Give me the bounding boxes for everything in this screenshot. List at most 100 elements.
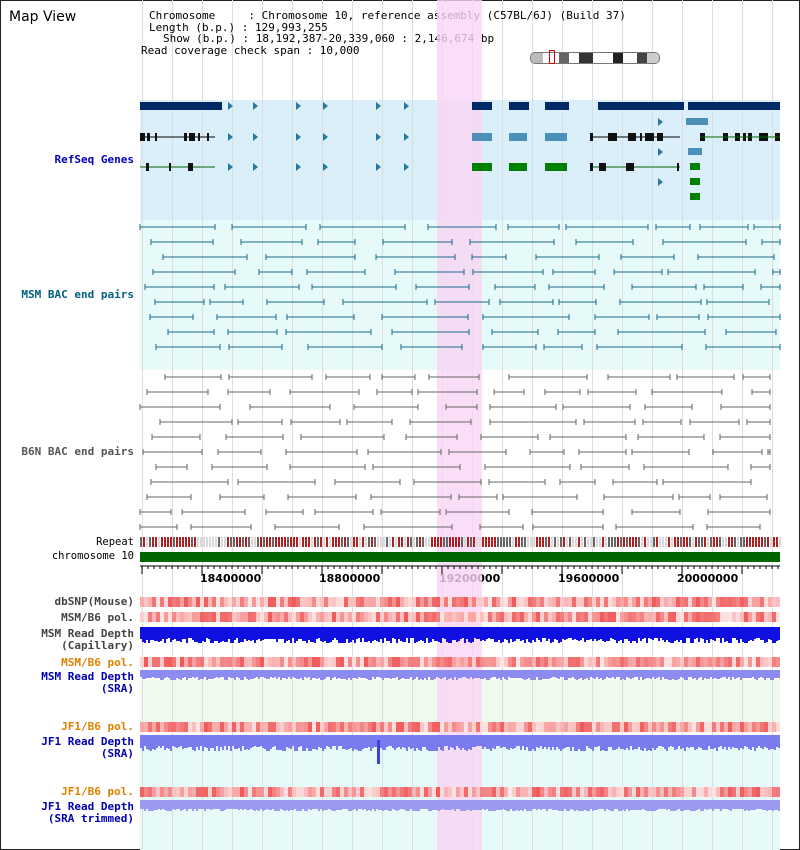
read-depth-bar [700, 627, 702, 638]
read-depth-bar [688, 735, 690, 748]
read-depth-bar [210, 670, 212, 679]
read-depth-bar [778, 627, 780, 640]
polymorphism-cell [596, 657, 600, 667]
polymorphism-cell [156, 597, 160, 607]
msm-bac-label[interactable]: MSM BAC end pairs [21, 288, 134, 301]
repeat-mark [263, 537, 265, 547]
read-depth-bar [448, 800, 450, 810]
polymorphism-cell [760, 722, 764, 732]
repeat-mark [626, 537, 628, 547]
polymorphism-cell [444, 787, 448, 797]
polymorphism-cell [664, 597, 668, 607]
polymorphism-cell [656, 722, 660, 732]
read-depth-bar [248, 800, 250, 810]
read-depth-bar [722, 670, 724, 677]
read-depth-bar [630, 670, 632, 679]
msm-depth-sra-label[interactable]: MSM Read Depth (SRA) [41, 670, 134, 695]
read-depth-bar [250, 800, 252, 809]
read-depth-bar [610, 627, 612, 638]
msm-pol-label[interactable]: MSM/B6 pol. [61, 611, 134, 624]
read-depth-bar [750, 627, 752, 640]
polymorphism-cell [508, 597, 512, 607]
gene-block [690, 193, 700, 200]
read-depth-bar [692, 627, 694, 643]
read-depth-bar [432, 735, 434, 751]
read-depth-bar [190, 670, 192, 678]
polymorphism-cell [328, 787, 332, 797]
read-depth-bar [606, 627, 608, 641]
polymorphism-cell [492, 612, 496, 622]
read-depth-bar [552, 670, 554, 677]
read-depth-bar [458, 735, 460, 748]
gene-arrow [404, 133, 409, 141]
repeat-mark [530, 537, 532, 547]
msm-pol-sra-label[interactable]: MSM/B6 pol. [61, 656, 134, 669]
read-depth-bar [294, 735, 296, 751]
polymorphism-cell [232, 722, 236, 732]
read-depth-bar [530, 670, 532, 680]
read-depth-bar [244, 800, 246, 809]
read-depth-bar [330, 627, 332, 642]
read-depth-bar [440, 800, 442, 810]
polymorphism-cell [424, 657, 428, 667]
polymorphism-cell [464, 722, 468, 732]
refseq-genes-label[interactable]: RefSeq Genes [54, 153, 134, 166]
polymorphism-cell [524, 612, 528, 622]
msm-depth-capillary-label[interactable]: MSM Read Depth (Capillary) [41, 627, 134, 652]
read-depth-bar [156, 800, 158, 810]
polymorphism-cell [580, 787, 584, 797]
info-coverage-span: Read coverage check span : 10,000 [141, 43, 360, 57]
read-depth-bar [492, 800, 494, 811]
read-depth-bar [206, 670, 208, 680]
jf1-depth-trimmed-label[interactable]: JF1 Read Depth (SRA trimmed) [41, 800, 134, 825]
polymorphism-cell [408, 597, 412, 607]
read-depth-bar [422, 800, 424, 809]
read-depth-bar [646, 735, 648, 751]
polymorphism-cell [488, 787, 492, 797]
read-depth-bar [258, 627, 260, 639]
read-depth-bar [408, 800, 410, 811]
read-depth-bar [298, 735, 300, 747]
polymorphism-cell [464, 787, 468, 797]
jf1-depth-sra-label[interactable]: JF1 Read Depth (SRA) [41, 735, 134, 760]
polymorphism-cell [172, 597, 176, 607]
read-depth-bar [368, 800, 370, 810]
repeat-mark [779, 537, 781, 547]
read-depth-bar [346, 735, 348, 750]
polymorphism-cell [300, 597, 304, 607]
b6n-bac-label[interactable]: B6N BAC end pairs [21, 445, 134, 458]
axis-tick-label: 18400000 [200, 572, 262, 585]
read-depth-bar [402, 800, 404, 809]
jf1-pol-label[interactable]: JF1/B6 pol. [61, 720, 134, 733]
read-depth-bar [352, 800, 354, 810]
polymorphism-cell [624, 787, 628, 797]
read-depth-bar [692, 800, 694, 811]
read-depth-bar [766, 627, 768, 642]
read-depth-bar [740, 800, 742, 809]
read-depth-bar [742, 670, 744, 678]
read-depth-bar [558, 800, 560, 811]
polymorphism-cell [696, 612, 700, 622]
dbsnp-label[interactable]: dbSNP(Mouse) [54, 595, 134, 608]
polymorphism-cell [640, 722, 644, 732]
polymorphism-cell [408, 657, 412, 667]
polymorphism-cell [484, 597, 488, 607]
repeat-mark [728, 537, 730, 547]
read-depth-bar [364, 800, 366, 809]
read-depth-bar [700, 735, 702, 748]
repeat-mark [659, 537, 661, 547]
read-depth-bar [690, 670, 692, 677]
gene-block [690, 163, 700, 170]
read-depth-bar [448, 670, 450, 679]
read-depth-bar [482, 670, 484, 679]
polymorphism-cell [668, 657, 672, 667]
read-depth-bar [594, 800, 596, 810]
chromosome-ideogram[interactable] [530, 52, 660, 64]
read-depth-bar [230, 670, 232, 678]
jf1-pol2-label[interactable]: JF1/B6 pol. [61, 785, 134, 798]
read-depth-bar [302, 670, 304, 680]
selected-region-highlight[interactable] [437, 0, 482, 850]
read-depth-bar [770, 627, 772, 640]
repeat-mark [566, 537, 568, 547]
